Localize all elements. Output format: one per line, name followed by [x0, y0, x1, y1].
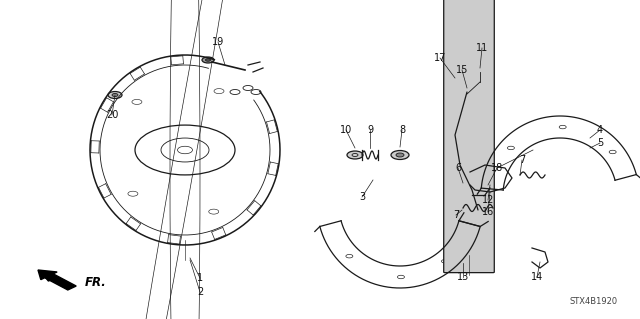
- Text: 19: 19: [212, 37, 224, 47]
- Text: 4: 4: [597, 125, 603, 135]
- Circle shape: [396, 153, 404, 157]
- Text: 7: 7: [453, 210, 459, 220]
- Text: 3: 3: [359, 192, 365, 202]
- Circle shape: [475, 65, 485, 70]
- Text: 14: 14: [531, 272, 543, 282]
- Circle shape: [347, 151, 363, 159]
- Circle shape: [391, 151, 409, 160]
- Text: 7: 7: [519, 155, 525, 165]
- Text: 11: 11: [476, 43, 488, 53]
- Text: 1: 1: [197, 273, 203, 283]
- Text: 5: 5: [597, 138, 603, 148]
- Text: FR.: FR.: [85, 277, 107, 290]
- Text: 6: 6: [455, 163, 461, 173]
- Text: 9: 9: [367, 125, 373, 135]
- Text: 13: 13: [457, 272, 469, 282]
- Circle shape: [108, 92, 122, 99]
- Text: 20: 20: [106, 110, 118, 120]
- FancyBboxPatch shape: [444, 0, 494, 273]
- Circle shape: [452, 77, 458, 79]
- Text: 15: 15: [456, 65, 468, 75]
- Text: 8: 8: [399, 125, 405, 135]
- Circle shape: [448, 75, 462, 81]
- Circle shape: [112, 93, 118, 96]
- Text: STX4B1920: STX4B1920: [570, 298, 618, 307]
- Text: 12: 12: [482, 195, 494, 205]
- FancyArrow shape: [38, 270, 76, 290]
- Text: 16: 16: [482, 207, 494, 217]
- Circle shape: [205, 59, 211, 61]
- Circle shape: [202, 57, 214, 63]
- Text: 17: 17: [434, 53, 446, 63]
- Text: 18: 18: [491, 163, 503, 173]
- Bar: [457, 0, 469, 195]
- Text: 10: 10: [340, 125, 352, 135]
- Text: 2: 2: [197, 287, 203, 297]
